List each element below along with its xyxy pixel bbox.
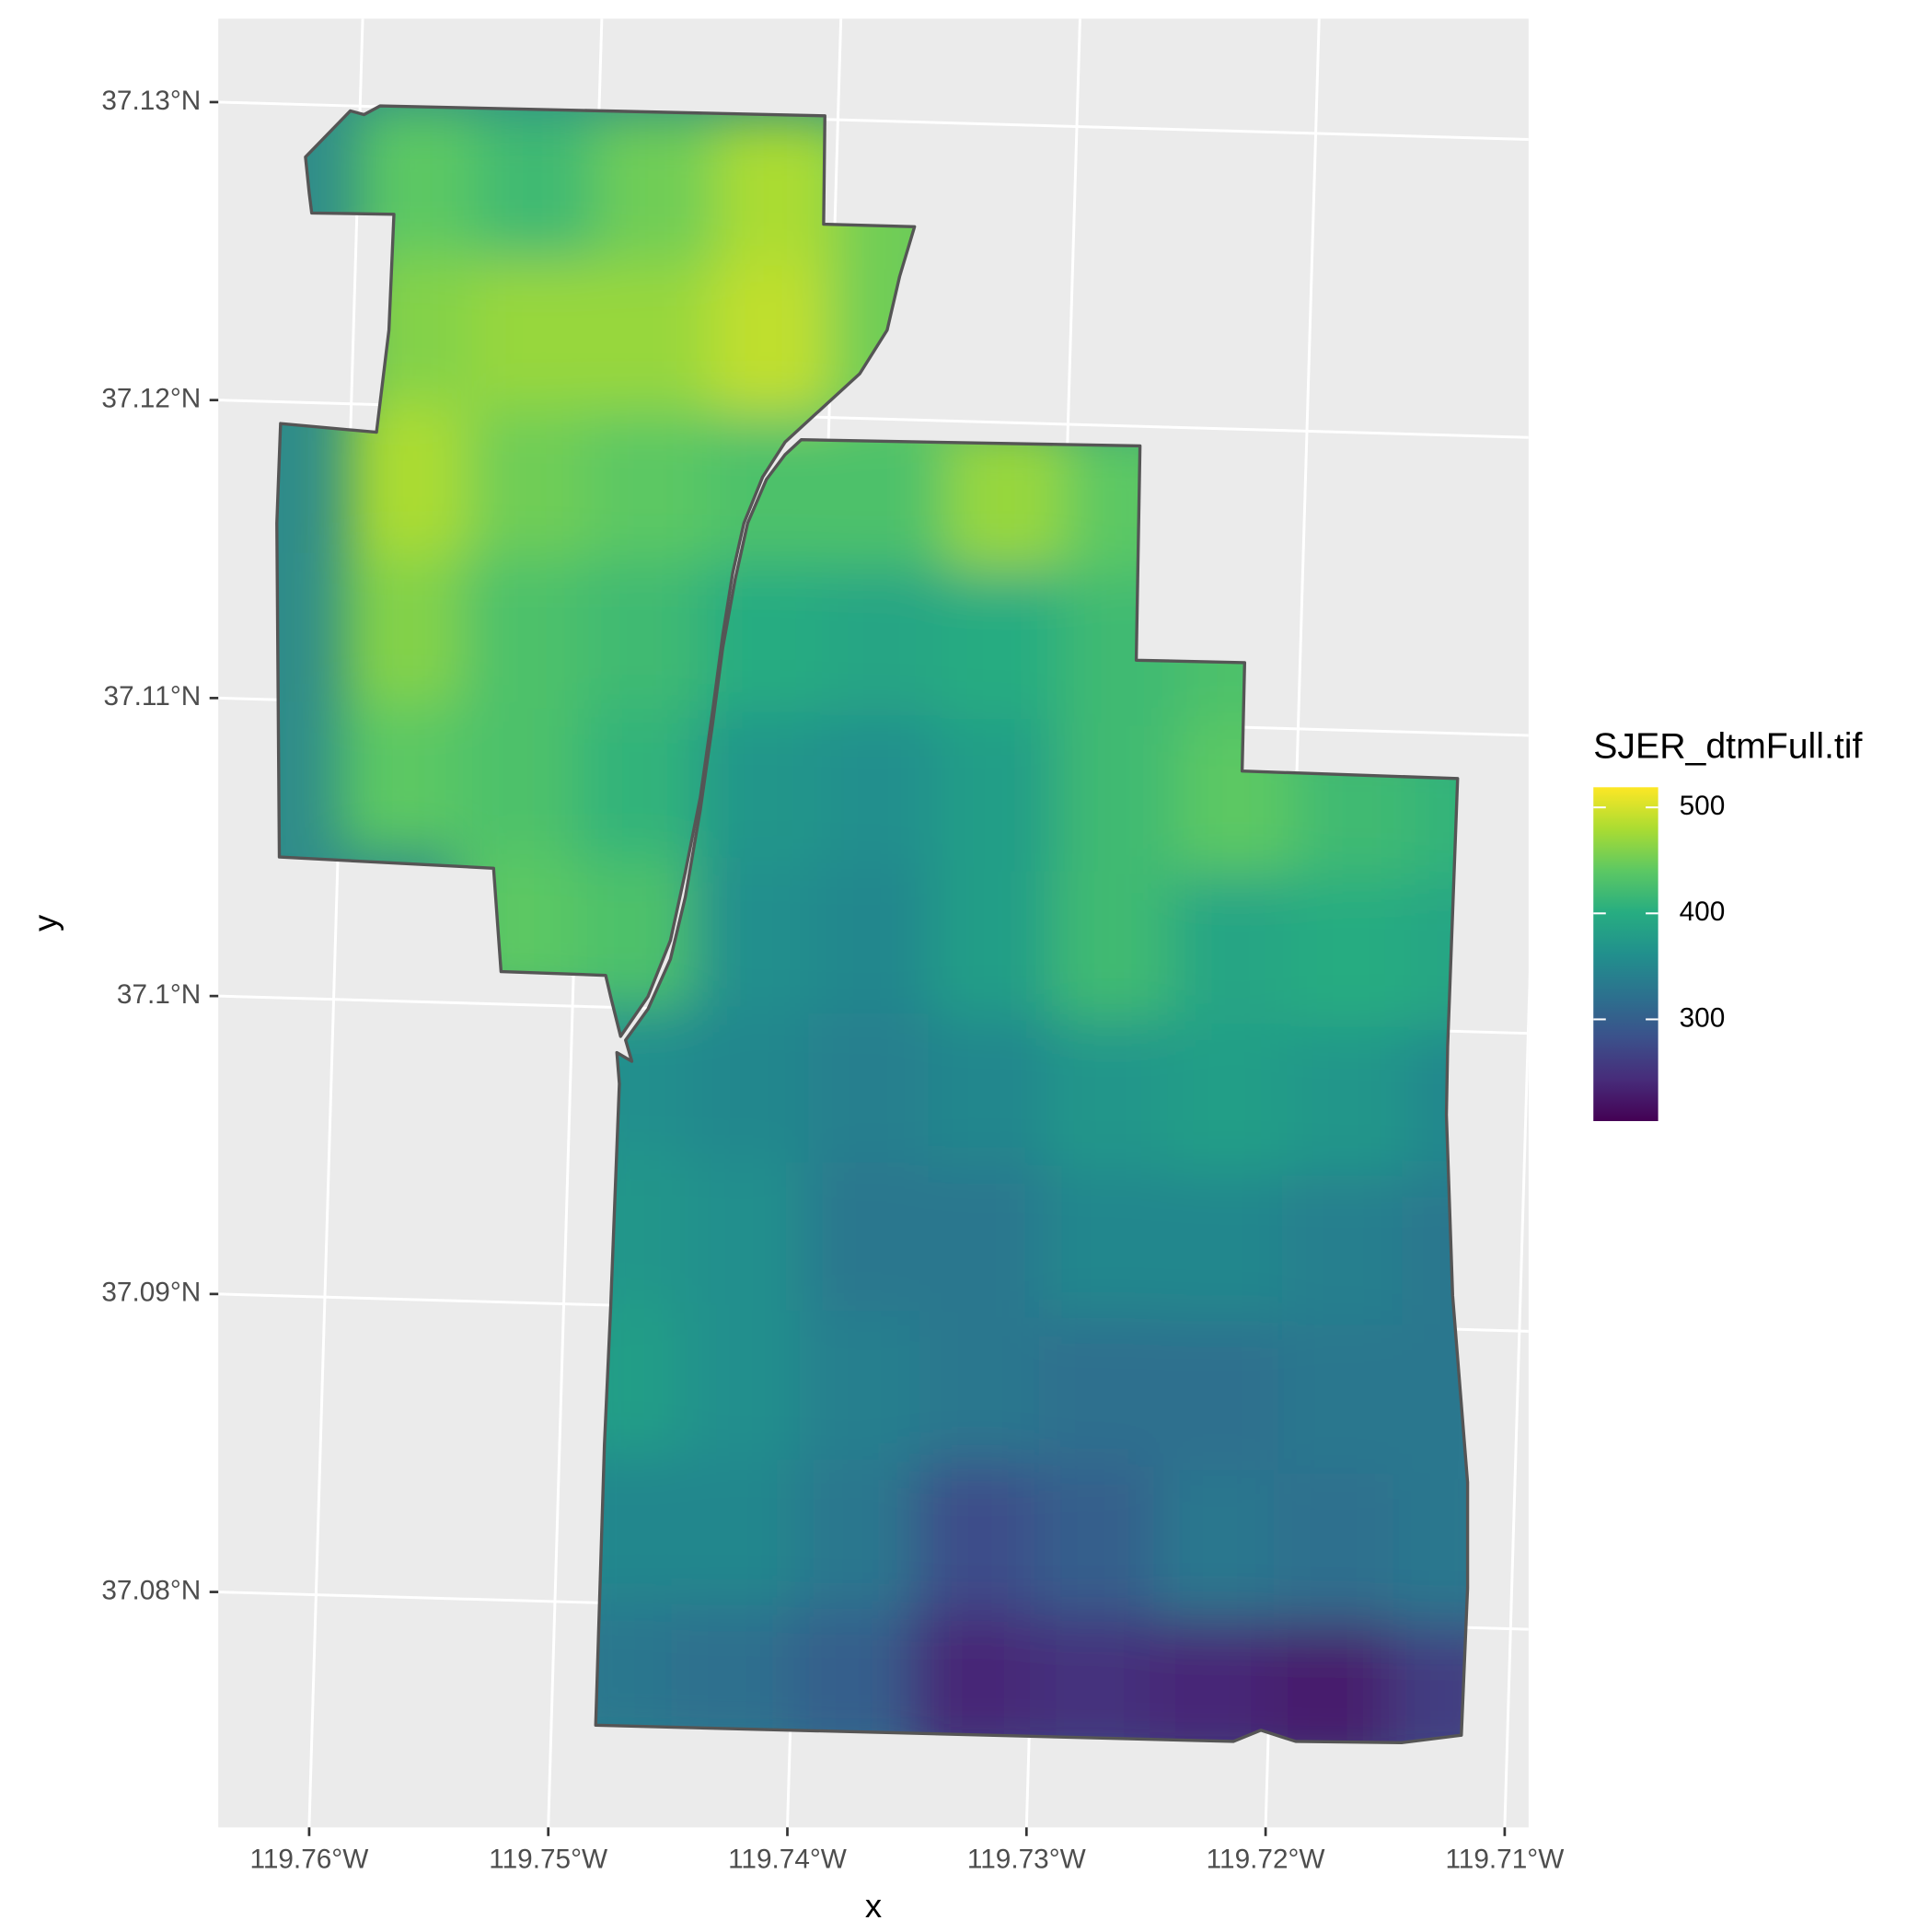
raster-cell: [711, 265, 834, 418]
raster-cell: [671, 1605, 794, 1743]
raster-cell: [578, 709, 700, 861]
x-tick-label: 119.73°W: [967, 1845, 1086, 1875]
raster-cell: [339, 701, 462, 854]
x-tick-label: 119.72°W: [1207, 1845, 1325, 1875]
y-tick-label: 37.13°N: [101, 86, 201, 116]
raster-cell: [693, 861, 815, 1013]
raster-cell: [467, 407, 590, 560]
raster-cell: [1388, 1625, 1468, 1743]
raster-cell: [932, 867, 1055, 1020]
raster-cell: [1268, 1622, 1392, 1743]
raster-cell: [808, 1012, 931, 1165]
x-axis-title: x: [865, 1887, 882, 1925]
raster-cell: [458, 705, 581, 857]
x-tick-label: 119.76°W: [249, 1845, 368, 1875]
site-boundary: [275, 104, 1470, 1744]
colorbar-label: 400: [1680, 897, 1726, 927]
grid-line: [307, 18, 364, 1828]
legend-title: SJER_dtmFull.tif: [1593, 726, 1862, 767]
raster-cell: [1030, 1615, 1152, 1743]
raster-cell: [1393, 1476, 1468, 1629]
raster-cell: [1038, 1317, 1161, 1470]
raster-cell: [684, 1158, 807, 1311]
raster-cell: [941, 570, 1064, 723]
x-tick-label: 119.71°W: [1445, 1845, 1564, 1875]
raster-cell: [698, 711, 820, 864]
raster-cell: [1034, 1466, 1157, 1619]
raster-cell: [791, 1608, 913, 1743]
raster-cell: [1273, 1473, 1396, 1625]
boundary-south: [594, 438, 1470, 1744]
raster-cell: [923, 1165, 1046, 1317]
y-tick-label: 37.09°N: [101, 1278, 201, 1308]
raster-cell: [680, 1307, 803, 1460]
raster-cell: [595, 113, 719, 265]
raster-cell: [1290, 878, 1414, 1030]
raster-cell: [910, 1612, 1033, 1743]
raster-cell: [1043, 1169, 1166, 1321]
raster-cell: [821, 566, 944, 719]
y-axis-title: y: [26, 914, 64, 931]
raster-cell: [936, 719, 1059, 871]
raster-cell: [1287, 1026, 1409, 1179]
raster-cell: [343, 552, 466, 705]
raster-cell: [1167, 1024, 1289, 1175]
raster-cell: [463, 556, 585, 709]
colorbar-label: 500: [1680, 791, 1726, 821]
raster-cell: [471, 259, 595, 411]
y-tick-label: 37.08°N: [101, 1575, 201, 1605]
x-tick-label: 119.74°W: [728, 1845, 847, 1875]
raster-cell: [1282, 1175, 1404, 1328]
raster-cell: [688, 1010, 812, 1162]
raster-cell: [915, 1463, 1037, 1615]
grid-line: [1503, 973, 1529, 1828]
raster-cell: [1171, 874, 1294, 1026]
raster-cell: [1158, 1321, 1281, 1474]
raster-cell: [715, 116, 838, 269]
raster-cell: [928, 1016, 1050, 1169]
raster-cell: [813, 864, 935, 1016]
colorbar-label: 300: [1680, 1002, 1726, 1033]
axes: 119.76°W 119.75°W 119.74°W 119.73°W 119.72°W…: [101, 86, 1564, 1875]
raster-cell: [591, 261, 714, 414]
raster-cell: [1153, 1470, 1277, 1622]
raster-cell: [817, 715, 940, 868]
raster-cell: [1277, 1325, 1401, 1476]
colorbar: [1593, 787, 1658, 1121]
x-tick-label: 119.75°W: [489, 1845, 607, 1875]
raster-cell: [919, 1314, 1042, 1466]
boundary-north: [275, 104, 917, 1038]
raster-cell: [799, 1311, 922, 1463]
raster-cell: [1056, 722, 1179, 874]
raster-cell: [583, 560, 705, 711]
y-tick-label: 37.1°N: [117, 979, 201, 1010]
raster-cell: [701, 563, 825, 715]
raster-cell: [803, 1162, 927, 1314]
raster-cell: [676, 1456, 798, 1608]
raster-cell: [795, 1460, 918, 1612]
legend: 300 400 500: [1593, 791, 1725, 1033]
raster-cell: [1047, 1020, 1170, 1172]
y-tick-label: 37.12°N: [101, 384, 201, 414]
raster-cell: [1150, 1618, 1272, 1743]
raster-cell: [586, 411, 710, 563]
y-tick-label: 37.11°N: [104, 681, 202, 711]
raster-cell: [476, 110, 599, 262]
raster-cell: [945, 421, 1069, 573]
raster-cell: [1052, 871, 1174, 1024]
raster-cell: [1162, 1172, 1286, 1325]
